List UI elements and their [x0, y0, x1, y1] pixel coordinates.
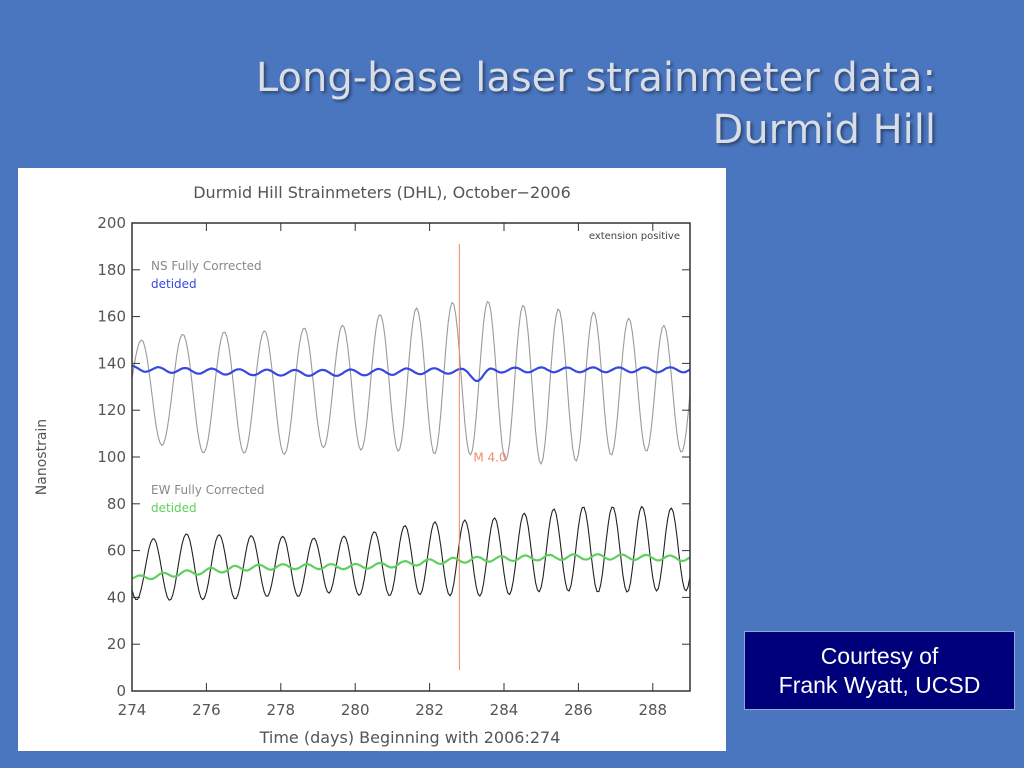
- credit-line-1: Courtesy of: [820, 643, 939, 669]
- y-tick-label: 20: [107, 635, 126, 653]
- slide-title-line-2: Durmid Hill: [712, 107, 937, 153]
- series-layer: [132, 301, 690, 601]
- legend-ns-fully-corrected: NS Fully Corrected: [151, 259, 262, 273]
- slide-title-line-1: Long-base laser strainmeter data:: [255, 55, 936, 101]
- x-tick-label: 286: [564, 701, 593, 719]
- y-tick-label: 180: [97, 261, 126, 279]
- x-axis: 274 276 278 280 282 284 286 288: [118, 223, 667, 719]
- y-tick-label: 80: [107, 495, 126, 513]
- y-axis: 0 20 40 60 80 100 120 140 160 180 200: [97, 214, 690, 700]
- y-tick-label: 120: [97, 401, 126, 419]
- series-ew-raw: [132, 505, 690, 601]
- x-tick-label: 282: [415, 701, 444, 719]
- y-tick-label: 200: [97, 214, 126, 232]
- y-tick-label: 140: [97, 354, 126, 372]
- x-tick-label: 276: [192, 701, 221, 719]
- series-ns-raw: [132, 301, 690, 465]
- chart-figure: Durmid Hill Strainmeters (DHL), October−…: [18, 168, 726, 751]
- credit-line-2: Frank Wyatt, UCSD: [778, 672, 981, 698]
- chart-title: Durmid Hill Strainmeters (DHL), October−…: [193, 183, 571, 202]
- x-tick-label: 284: [490, 701, 519, 719]
- y-tick-label: 40: [107, 588, 126, 606]
- x-tick-label: 274: [118, 701, 147, 719]
- series-ns-detided: [132, 364, 690, 382]
- y-tick-label: 160: [97, 308, 126, 326]
- x-tick-label: 278: [266, 701, 295, 719]
- y-tick-label: 60: [107, 542, 126, 560]
- x-axis-label: Time (days) Beginning with 2006:274: [259, 728, 561, 747]
- credit-box: Courtesy of Frank Wyatt, UCSD: [744, 631, 1015, 710]
- x-tick-label: 280: [341, 701, 370, 719]
- x-tick-label: 288: [638, 701, 667, 719]
- annotation-extension-positive: extension positive: [589, 231, 680, 242]
- event-label: M 4.0: [473, 451, 506, 465]
- y-tick-label: 100: [97, 448, 126, 466]
- legend-ew-fully-corrected: EW Fully Corrected: [151, 483, 265, 497]
- legend-ns-detided: detided: [151, 277, 197, 291]
- slide-title: Long-base laser strainmeter data: Durmid…: [136, 52, 936, 156]
- strain-chart: Durmid Hill Strainmeters (DHL), October−…: [34, 183, 691, 747]
- plot-frame: [131, 222, 691, 692]
- y-axis-label: Nanostrain: [34, 419, 50, 495]
- y-tick-label: 0: [116, 682, 126, 700]
- series-ew-detided: [132, 553, 690, 581]
- legend-ew-detided: detided: [151, 501, 197, 515]
